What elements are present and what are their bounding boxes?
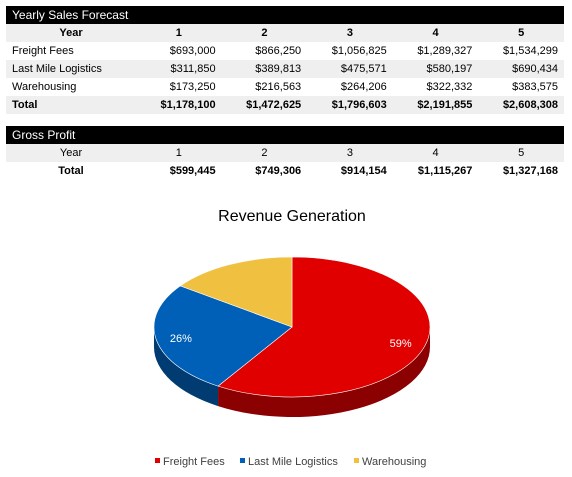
sales-header-col-1: 1 (175, 27, 182, 39)
sales-header-col-2: 2 (261, 27, 268, 39)
sales-header-col-5: 5 (518, 27, 525, 39)
profit-header-col-4: 4 (432, 147, 439, 159)
profit-header-row: Year 1 2 3 4 5 (6, 144, 564, 162)
total-cell: $1,115,267 (417, 165, 473, 177)
sales-header-col-3: 3 (346, 27, 354, 39)
total-label: Total (12, 99, 38, 111)
legend-swatch (155, 458, 160, 463)
total-cell: $1,327,168 (502, 165, 558, 177)
sales-total-row: Total $1,178,100 $1,472,625 $1,796,603 $… (6, 96, 564, 114)
pie-layer: 59% 26% (153, 256, 431, 417)
table-cell: $580,197 (426, 63, 473, 75)
row-label: Last Mile Logistics (12, 63, 102, 75)
pie-slice-side (154, 327, 219, 407)
chart-legend: Freight Fees Last Mile Logistics Warehousi… (155, 456, 426, 468)
pie-slice-warehousing (179, 256, 293, 328)
pie-data-label: 59% (390, 338, 412, 350)
row-label: Freight Fees (12, 45, 74, 57)
sales-header-col-4: 4 (432, 27, 439, 39)
table-cell: $1,289,327 (417, 45, 473, 57)
total-cell: $1,796,603 (331, 99, 387, 111)
table-cell: $322,332 (426, 81, 473, 93)
profit-header-col-1: 1 (175, 147, 182, 159)
chart-title: Revenue Generation (218, 208, 366, 225)
legend-label: Freight Fees (163, 456, 225, 468)
pie-slice-freight-fees (217, 256, 431, 398)
total-label: Total (58, 165, 84, 177)
legend-swatch (240, 458, 245, 463)
profit-total-row: Total $599,445 $749,306 $914,154 $1,115,… (6, 162, 564, 180)
gross-profit-title: Gross Profit (6, 126, 564, 144)
table-cell: $1,056,825 (331, 45, 387, 57)
sales-header-row: Year 1 2 3 4 5 (6, 24, 564, 42)
table-cell: $173,250 (169, 81, 216, 93)
total-cell: $1,472,625 (246, 99, 302, 111)
total-cell: $599,445 (169, 165, 216, 177)
table-row: Last Mile Logistics $311,850 $389,813 $4… (6, 60, 564, 78)
table-cell: $690,434 (512, 63, 558, 75)
sales-forecast-table: Yearly Sales Forecast Year 1 2 3 4 5 Fre… (6, 6, 564, 114)
table-cell: $1,534,299 (502, 45, 558, 57)
total-cell: $2,608,308 (502, 99, 558, 111)
profit-header-col-3: 3 (346, 147, 354, 159)
revenue-pie-chart: Revenue Generation 59% 26% Freight Fees La… (153, 208, 431, 468)
profit-header-year: Year (59, 147, 83, 159)
profit-header-col-2: 2 (261, 147, 268, 159)
total-cell: $2,191,855 (417, 99, 473, 111)
profit-header-col-5: 5 (518, 147, 525, 159)
table-cell: $383,575 (512, 81, 558, 93)
pie-slice-side (218, 327, 430, 417)
total-cell: $749,306 (255, 165, 302, 177)
total-cell: $1,178,100 (160, 99, 216, 111)
table-cell: $389,813 (255, 63, 302, 75)
table-cell: $216,563 (255, 81, 302, 93)
table-cell: $693,000 (169, 45, 216, 57)
table-cell: $475,571 (340, 63, 387, 75)
total-cell: $914,154 (340, 165, 387, 177)
row-label: Warehousing (12, 81, 77, 93)
legend-label: Last Mile Logistics (248, 456, 338, 468)
sales-header-year: Year (59, 27, 83, 39)
table-row: Warehousing $173,250 $216,563 $264,206 $… (6, 78, 564, 96)
legend-swatch (354, 458, 359, 463)
table-cell: $311,850 (170, 63, 216, 75)
sales-forecast-title: Yearly Sales Forecast (6, 6, 564, 24)
table-row: Freight Fees $693,000 $866,250 $1,056,82… (6, 42, 564, 60)
table-cell: $866,250 (255, 45, 302, 57)
pie-data-label: 26% (170, 333, 192, 345)
table-cell: $264,206 (340, 81, 387, 93)
pie-slice-last-mile-logistics (153, 285, 293, 387)
legend-label: Warehousing (362, 456, 426, 468)
gross-profit-table: Gross Profit Year 1 2 3 4 5 Total $599,4… (6, 126, 564, 180)
